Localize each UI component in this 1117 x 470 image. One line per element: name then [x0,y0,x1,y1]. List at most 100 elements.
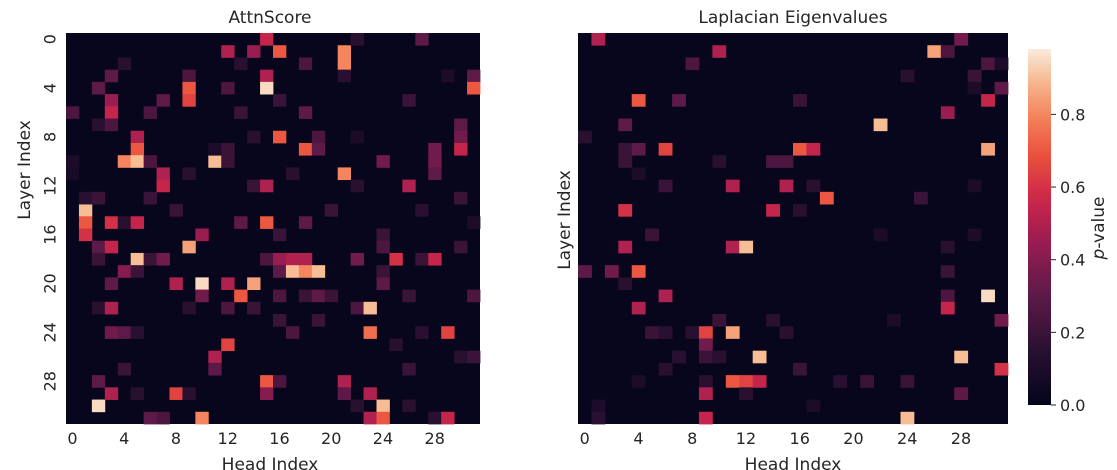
laplacian-x-tick-label: 12 [736,429,756,448]
laplacian-x-tick-label: 28 [951,429,971,448]
laplacian-cell [900,69,915,83]
laplacian-cell [954,350,969,364]
attnscore-cell [298,142,313,156]
attnscore-cell [260,179,274,193]
colorbar-label: p-value [1089,197,1109,261]
attnscore-cell [91,301,106,315]
laplacian-cell [766,155,780,168]
attnscore-y-tick-label: 28 [41,371,60,391]
attnscore-cell [273,375,287,388]
attnscore-cell [350,301,364,315]
attnscore-cell [104,240,119,254]
attnscore-cell [234,289,248,303]
laplacian-cells [578,33,1009,425]
colorbar-tick-label: 0.2 [1060,323,1085,342]
laplacian-cell [900,375,915,388]
laplacian-x-tick-label: 8 [687,429,697,448]
attnscore-cell [337,167,352,181]
attnscore-cell [143,252,157,266]
laplacian-cell [967,69,982,83]
attnscore-x-tick-label: 8 [171,429,181,448]
attnscore-cell [195,411,209,425]
attnscore-x-tick-label: 4 [119,429,129,448]
attnscore-cell [156,179,170,193]
attnscore-cell [104,301,119,315]
laplacian-cell [698,326,713,339]
laplacian-cell [725,179,740,193]
attnscore-cell [221,338,235,352]
attnscore-cell [415,252,429,266]
attnscore-cell [273,289,287,303]
laplacian-cell [940,240,955,254]
attnscore-cell [169,387,183,400]
laplacian-cell [618,118,633,132]
laplacian-cell [940,45,955,58]
laplacian-cell [887,314,901,327]
attnscore-cell [285,265,300,278]
attnscore-cell [221,277,235,290]
attnscore-cell [260,216,274,229]
attnscore-x-tick-label: 12 [218,429,238,448]
laplacian-cell [631,94,646,107]
laplacian-cell [631,301,646,315]
attnscore-cell [428,155,442,168]
attnscore-cell [298,289,313,303]
attnscore-cell [130,155,145,168]
attnscore-cell [363,301,377,315]
attnscore-y-tick-label: 0 [40,34,59,44]
attnscore-cell [389,252,403,266]
laplacian-cell [618,277,633,290]
laplacian-cell [793,362,807,376]
laplacian-cell [994,81,1009,95]
attnscore-x-ticks: 0 4 8 12 16 20 24 28 [67,429,445,448]
attnscore-cell [130,216,145,229]
laplacian-cell [793,142,807,156]
attnscore-cell [285,326,300,339]
attnscore-y-tick-label: 8 [40,132,59,142]
attnscore-cell [389,338,403,352]
attnscore-cell [298,265,313,278]
attnscore-cell [415,204,429,217]
attnscore-cell [234,216,248,229]
laplacian-cell [967,81,982,95]
attnscore-cell [415,326,429,339]
attnscore-cell [104,387,119,400]
laplacian-cell [981,57,995,71]
attnscore-cell [247,130,261,144]
attnscore-cell [104,106,119,119]
laplacian-cell [631,142,646,156]
laplacian-cell [940,289,955,303]
attnscore-cell [143,191,157,205]
laplacian-cell [913,191,928,205]
laplacian-cell [806,179,821,193]
attnscore-cell [156,94,170,107]
attnscore-cell [104,94,119,107]
laplacian-cell [685,326,700,339]
colorbar-tick-label: 0.4 [1060,251,1085,270]
attnscore-cell [91,118,106,132]
laplacian-cell [806,142,821,156]
attnscore-cell [467,81,481,95]
laplacian-cell [618,142,633,156]
attnscore-cell [454,118,468,132]
attnscore-cell [130,326,145,339]
attnscore-cell [195,289,209,303]
attnscore-cell [402,94,416,107]
laplacian-cell [698,411,713,425]
laplacian-cell [645,326,660,339]
attnscore-cell [182,81,196,95]
laplacian-cell [578,265,592,278]
laplacian-cell [672,350,686,364]
laplacian-cell [927,45,942,58]
attnscore-cell [350,252,364,266]
attnscore-cell [195,277,209,290]
laplacian-cell [967,228,982,242]
attnscore-cell [298,216,313,229]
laplacian-cell [591,33,606,46]
laplacian-x-tick-label: 20 [843,429,863,448]
laplacian-x-tick-label: 24 [897,429,917,448]
attnscore-cell [467,350,481,364]
laplacian-cell [779,326,794,339]
attnscore-cell [247,301,261,315]
attnscore-cell [311,130,326,144]
